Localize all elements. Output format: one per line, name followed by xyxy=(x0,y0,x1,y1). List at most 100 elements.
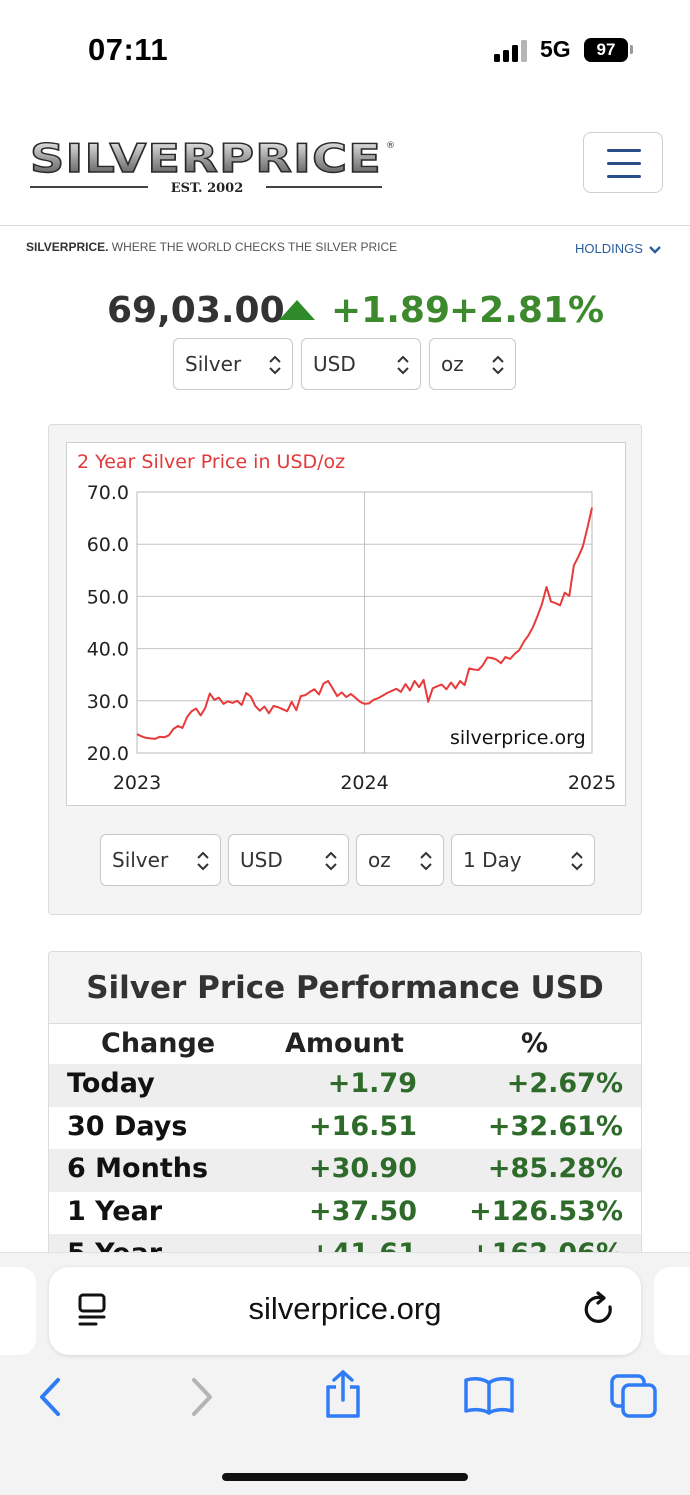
battery-tip xyxy=(630,45,633,54)
tagline-text: WHERE THE WORLD CHECKS THE SILVER PRICE xyxy=(108,240,398,254)
status-time: 07:11 xyxy=(88,32,169,67)
reader-icon[interactable] xyxy=(77,1293,109,1327)
hamburger-icon-bar xyxy=(607,162,641,165)
chart-currency-select-value: USD xyxy=(240,848,283,872)
tagline-brand: SILVERPRICE. xyxy=(26,240,109,254)
share-icon[interactable] xyxy=(322,1369,364,1419)
select-arrows-icon xyxy=(269,355,281,375)
row-percent: +32.61% xyxy=(487,1110,623,1142)
row-label: 1 Year xyxy=(67,1195,163,1227)
price-change-percent: +2.81% xyxy=(449,290,605,331)
site-header: SILVERPRICE ® EST. 2002 xyxy=(0,110,690,226)
unit-select[interactable]: oz xyxy=(429,338,516,390)
hamburger-icon xyxy=(607,149,641,152)
header-percent: % xyxy=(521,1028,549,1059)
status-bar: 07:11 5G 97 xyxy=(0,0,690,100)
performance-table: Silver Price Performance USD Change Amou… xyxy=(48,951,642,1281)
tagline: SILVERPRICE. WHERE THE WORLD CHECKS THE … xyxy=(26,240,397,254)
reload-icon[interactable] xyxy=(583,1291,617,1329)
row-amount: +30.90 xyxy=(308,1153,417,1184)
y-tick-label: 30.0 xyxy=(87,691,129,713)
series-line xyxy=(136,507,593,740)
y-tick-label: 40.0 xyxy=(87,639,129,661)
chevron-down-icon xyxy=(648,245,661,254)
x-tick-label: 2024 xyxy=(340,772,388,794)
chart-panel: 70.0 60.0 50.0 40.0 30.0 20.0 2023 2024 2025 2 Y… xyxy=(48,424,642,915)
select-arrows-icon xyxy=(397,355,409,375)
table-row: Today +1.79 +2.67% xyxy=(49,1064,641,1107)
chart-metal-select-value: Silver xyxy=(112,848,169,872)
bookmarks-icon[interactable] xyxy=(463,1375,515,1415)
plot-area-border xyxy=(136,491,593,754)
chart-metal-select[interactable]: Silver xyxy=(100,834,221,886)
holdings-dropdown[interactable]: HOLDINGS xyxy=(575,241,661,256)
select-arrows-icon xyxy=(492,355,504,375)
logo-graphic: SILVERPRICE ® EST. 2002 xyxy=(29,136,395,196)
back-icon[interactable] xyxy=(36,1377,64,1417)
row-amount: +16.51 xyxy=(308,1110,417,1142)
select-arrows-icon xyxy=(197,851,209,871)
tagline-row: SILVERPRICE. WHERE THE WORLD CHECKS THE … xyxy=(0,232,690,262)
row-amount: +1.79 xyxy=(327,1068,417,1099)
battery-icon: 97 xyxy=(584,38,628,62)
chart-unit-select-value: oz xyxy=(368,848,391,872)
menu-button[interactable] xyxy=(583,132,663,193)
row-amount: +37.50 xyxy=(308,1195,417,1227)
row-label: Today xyxy=(67,1068,155,1099)
logo-registered-mark: ® xyxy=(386,141,395,151)
logo[interactable]: SILVERPRICE ® EST. 2002 xyxy=(28,134,398,204)
price-change: +1.89 xyxy=(331,290,450,331)
select-arrows-icon xyxy=(420,851,432,871)
x-tick-label: 2025 xyxy=(568,772,616,794)
currency-select-value: USD xyxy=(313,352,356,376)
price-chart: 70.0 60.0 50.0 40.0 30.0 20.0 2023 2024 2025 xyxy=(87,482,616,794)
header-amount: Amount xyxy=(285,1028,404,1059)
currency-select[interactable]: USD xyxy=(301,338,421,390)
y-tick-label: 60.0 xyxy=(87,534,129,556)
metal-select[interactable]: Silver xyxy=(173,338,293,390)
row-percent: +2.67% xyxy=(506,1068,623,1099)
row-label: 30 Days xyxy=(67,1110,188,1142)
table-row: 1 Year +37.50 +126.53% xyxy=(49,1192,641,1235)
spot-price: 69,03.00 xyxy=(107,290,285,331)
address-url[interactable]: silverprice.org xyxy=(248,1291,442,1326)
network-label: 5G xyxy=(540,36,571,62)
tabs-icon[interactable] xyxy=(609,1373,659,1419)
chart-watermark: silverprice.org xyxy=(450,727,586,749)
metal-select-value: Silver xyxy=(185,352,242,376)
x-tick-label: 2023 xyxy=(113,772,161,794)
chart-period-select[interactable]: 1 Day xyxy=(451,834,595,886)
forward-icon[interactable] xyxy=(188,1377,216,1417)
row-percent: +126.53% xyxy=(469,1195,623,1227)
performance-title: Silver Price Performance USD xyxy=(49,952,641,1024)
table-row: 30 Days +16.51 +32.61% xyxy=(49,1107,641,1150)
next-tab-preview[interactable] xyxy=(654,1267,690,1355)
y-tick-label: 70.0 xyxy=(87,482,129,504)
home-indicator xyxy=(222,1473,468,1481)
table-row: 6 Months +30.90 +85.28% xyxy=(49,1149,641,1192)
browser-toolbar: silverprice.org xyxy=(0,1252,690,1495)
row-label: 6 Months xyxy=(67,1153,209,1184)
y-tick-label: 20.0 xyxy=(87,743,129,765)
up-triangle-icon xyxy=(279,300,315,320)
logo-subtext: EST. 2002 xyxy=(171,181,244,196)
holdings-label: HOLDINGS xyxy=(575,241,643,256)
chart-period-select-value: 1 Day xyxy=(463,848,522,872)
logo-text: SILVERPRICE xyxy=(30,137,382,182)
chart-unit-select[interactable]: oz xyxy=(356,834,444,886)
chart-frame: 70.0 60.0 50.0 40.0 30.0 20.0 2023 2024 2025 2 Y… xyxy=(66,442,626,806)
performance-header: Change Amount % xyxy=(49,1026,641,1064)
signal-icon xyxy=(494,40,530,62)
hamburger-icon-bar xyxy=(607,175,641,178)
select-arrows-icon xyxy=(325,851,337,871)
select-arrows-icon xyxy=(571,851,583,871)
header-change: Change xyxy=(101,1028,216,1059)
chart-currency-select[interactable]: USD xyxy=(228,834,349,886)
previous-tab-preview[interactable] xyxy=(0,1267,36,1355)
unit-select-value: oz xyxy=(441,352,464,376)
y-tick-label: 50.0 xyxy=(87,586,129,608)
chart-title: 2 Year Silver Price in USD/oz xyxy=(77,451,346,473)
row-percent: +85.28% xyxy=(487,1153,623,1184)
price-row: 69,03.00 +1.89 +2.81% xyxy=(0,288,690,336)
address-bar[interactable]: silverprice.org xyxy=(49,1267,641,1355)
